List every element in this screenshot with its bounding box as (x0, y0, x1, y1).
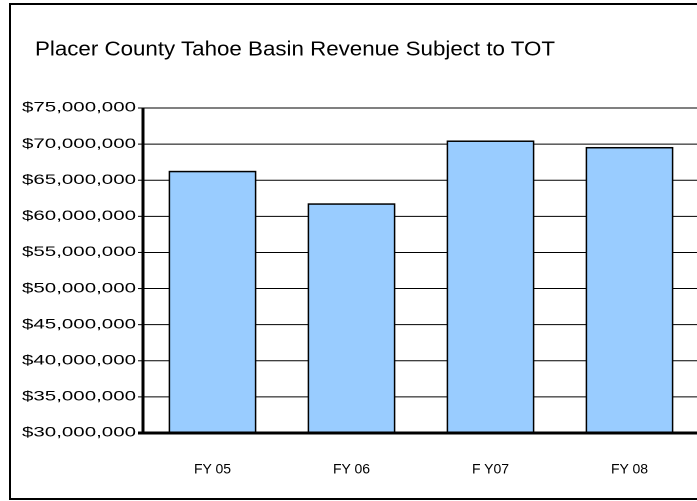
bar (168, 170, 257, 434)
y-tick-label: $40,000,000 (22, 351, 136, 367)
y-tick-label: $70,000,000 (22, 135, 136, 151)
y-tick-label: $75,000,000 (22, 99, 136, 115)
y-tick-label: $35,000,000 (22, 388, 136, 404)
y-tick-label: $30,000,000 (22, 424, 136, 440)
y-tick-label: $45,000,000 (22, 315, 136, 331)
x-tick-label: FY 05 (194, 461, 231, 477)
bar (585, 146, 674, 434)
bar (446, 140, 535, 434)
x-tick-label: FY 06 (333, 461, 370, 477)
y-tick-label: $60,000,000 (22, 207, 136, 223)
bar (307, 203, 396, 434)
y-tick-label: $50,000,000 (22, 279, 136, 295)
y-tick-label: $65,000,000 (22, 171, 136, 187)
x-tick-label: FY 08 (611, 461, 648, 477)
x-tick-label: F Y07 (472, 461, 509, 477)
y-tick-label: $55,000,000 (22, 243, 136, 259)
chart-title: Placer County Tahoe Basin Revenue Subjec… (35, 38, 555, 60)
